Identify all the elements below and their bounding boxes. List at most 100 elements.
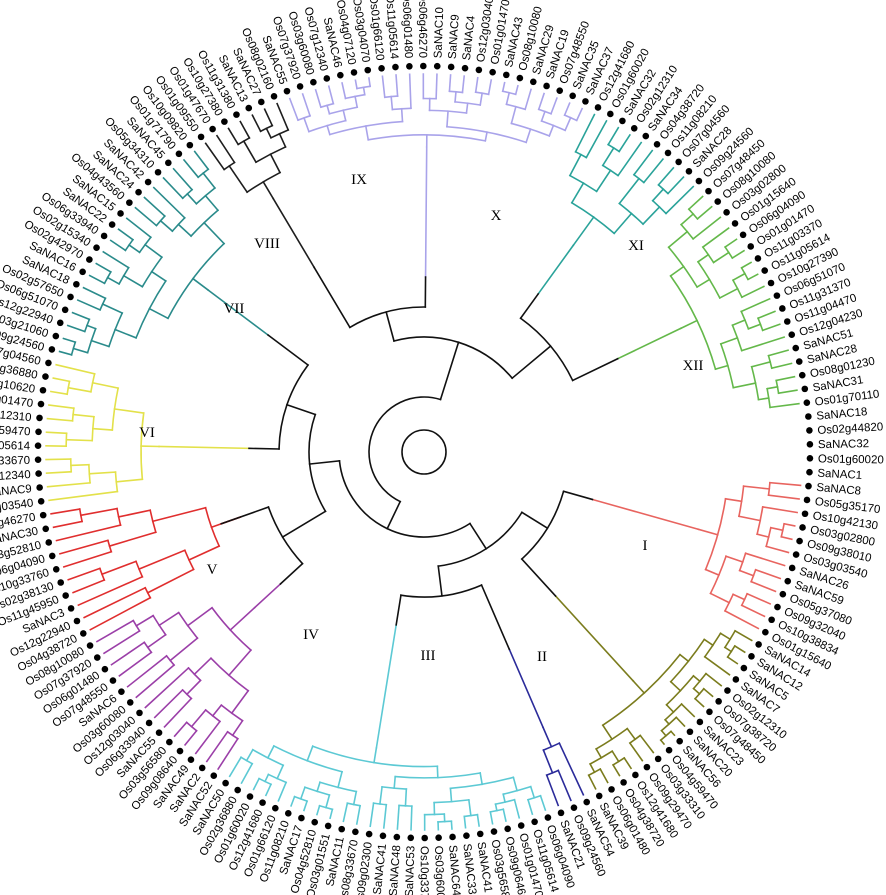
leaf-dot <box>805 482 812 490</box>
branch-stem <box>230 689 250 715</box>
branch-stem <box>101 302 124 315</box>
leaf-dot <box>79 630 87 637</box>
leaf-dot <box>155 729 163 737</box>
branch-stem <box>467 798 472 817</box>
branch-stem <box>738 515 762 522</box>
branch-tip <box>48 490 119 502</box>
branch-tip <box>205 730 229 763</box>
branch-tip <box>217 737 239 771</box>
leaf-dot <box>378 65 385 72</box>
branch-stem <box>680 212 695 226</box>
leaf-dot <box>748 653 755 660</box>
leaf-dot <box>154 168 162 176</box>
branch-stem <box>678 653 690 663</box>
leaf-dot <box>630 124 638 132</box>
leaf-dot <box>798 371 806 379</box>
branch-stem <box>618 177 641 205</box>
leaf-dot <box>257 98 265 106</box>
branch-stem <box>186 606 214 627</box>
branch-tip <box>302 800 309 812</box>
branch-stem <box>227 648 253 677</box>
branch-stem <box>719 632 732 641</box>
leaf-dot <box>35 428 42 436</box>
branch-tip <box>704 672 723 687</box>
leaf-dot <box>186 141 194 149</box>
leaf-dot <box>675 158 682 166</box>
branch-tip <box>408 73 412 110</box>
branch-clade-stem <box>591 498 700 531</box>
branch-stem <box>278 132 287 149</box>
leaf-dot <box>803 399 811 406</box>
branch-tip <box>135 663 176 699</box>
leaf-dot <box>109 677 117 684</box>
leaf-dot <box>93 654 101 661</box>
leaf-dot <box>101 665 109 673</box>
branch-tip <box>744 552 786 567</box>
branch-stem <box>390 95 394 111</box>
leaf-dot <box>795 358 803 365</box>
branch-tip <box>276 102 290 132</box>
leaf-dot <box>801 510 809 518</box>
leaf-dot <box>296 83 304 90</box>
branch-tip <box>574 113 596 153</box>
leaf-dot <box>310 78 317 86</box>
branch-tip <box>489 810 494 825</box>
leaf-dot <box>731 220 739 227</box>
branch-stem <box>595 747 603 759</box>
leaf-dot <box>166 738 173 746</box>
branch-stem <box>660 729 668 737</box>
branch-stem <box>449 787 453 803</box>
branch-stem <box>400 107 404 123</box>
leaf-label: SaNAC10 <box>433 7 447 59</box>
backbone-stem <box>562 490 594 501</box>
leaf-dot <box>529 78 537 86</box>
backbone-stem <box>385 311 395 342</box>
branch-tip <box>77 575 144 607</box>
leaf-dot <box>608 786 615 793</box>
leaf-label: Os06g01480 <box>400 0 414 59</box>
branch-stem <box>595 169 612 193</box>
branch-stem <box>704 568 720 577</box>
leaf-label: Os04g59470 <box>0 423 31 438</box>
branch-tip <box>76 299 102 311</box>
leaf-dot <box>739 231 747 239</box>
backbone-stem <box>285 403 317 416</box>
branch-stem <box>177 223 193 238</box>
leaf-dot <box>165 159 172 167</box>
branch-tip <box>396 804 400 830</box>
leaf-dot <box>762 628 769 636</box>
leaf-dot <box>393 833 401 841</box>
branch-tip <box>95 619 135 643</box>
branch-tip <box>757 310 776 320</box>
branch-stem <box>651 188 665 202</box>
leaf-label: Os11g05614 <box>0 440 31 453</box>
leaf-dot <box>502 71 510 79</box>
leaf-label: Os03g60080 <box>432 846 446 895</box>
branch-stem <box>731 319 747 327</box>
branch-tip <box>501 81 506 93</box>
branch-stem <box>465 102 469 114</box>
branch-stem <box>725 555 744 563</box>
branch-stem <box>541 726 553 748</box>
branch-stem <box>324 794 331 809</box>
backbone-arc <box>368 396 442 503</box>
branch-tip <box>769 402 800 409</box>
leaf-dot <box>435 834 442 842</box>
leaf-dot <box>42 525 50 533</box>
branch-stem <box>122 274 144 288</box>
root-ring <box>401 429 447 475</box>
branch-stem <box>404 788 408 807</box>
branch-tip <box>476 813 480 827</box>
branch-tip <box>58 350 73 356</box>
leaf-label: SaNAC53 <box>404 846 418 895</box>
leaf-dot <box>222 779 229 787</box>
leaf-dot <box>799 524 806 531</box>
branch-stem <box>100 560 138 576</box>
branch-stem <box>364 125 370 141</box>
branch-tip <box>740 297 771 313</box>
leaf-dot <box>337 71 344 79</box>
branch-stem <box>692 674 701 683</box>
leaf-dot <box>421 834 428 842</box>
leaf-label: Os01g60020 <box>818 453 884 466</box>
branch-tip <box>48 404 75 410</box>
